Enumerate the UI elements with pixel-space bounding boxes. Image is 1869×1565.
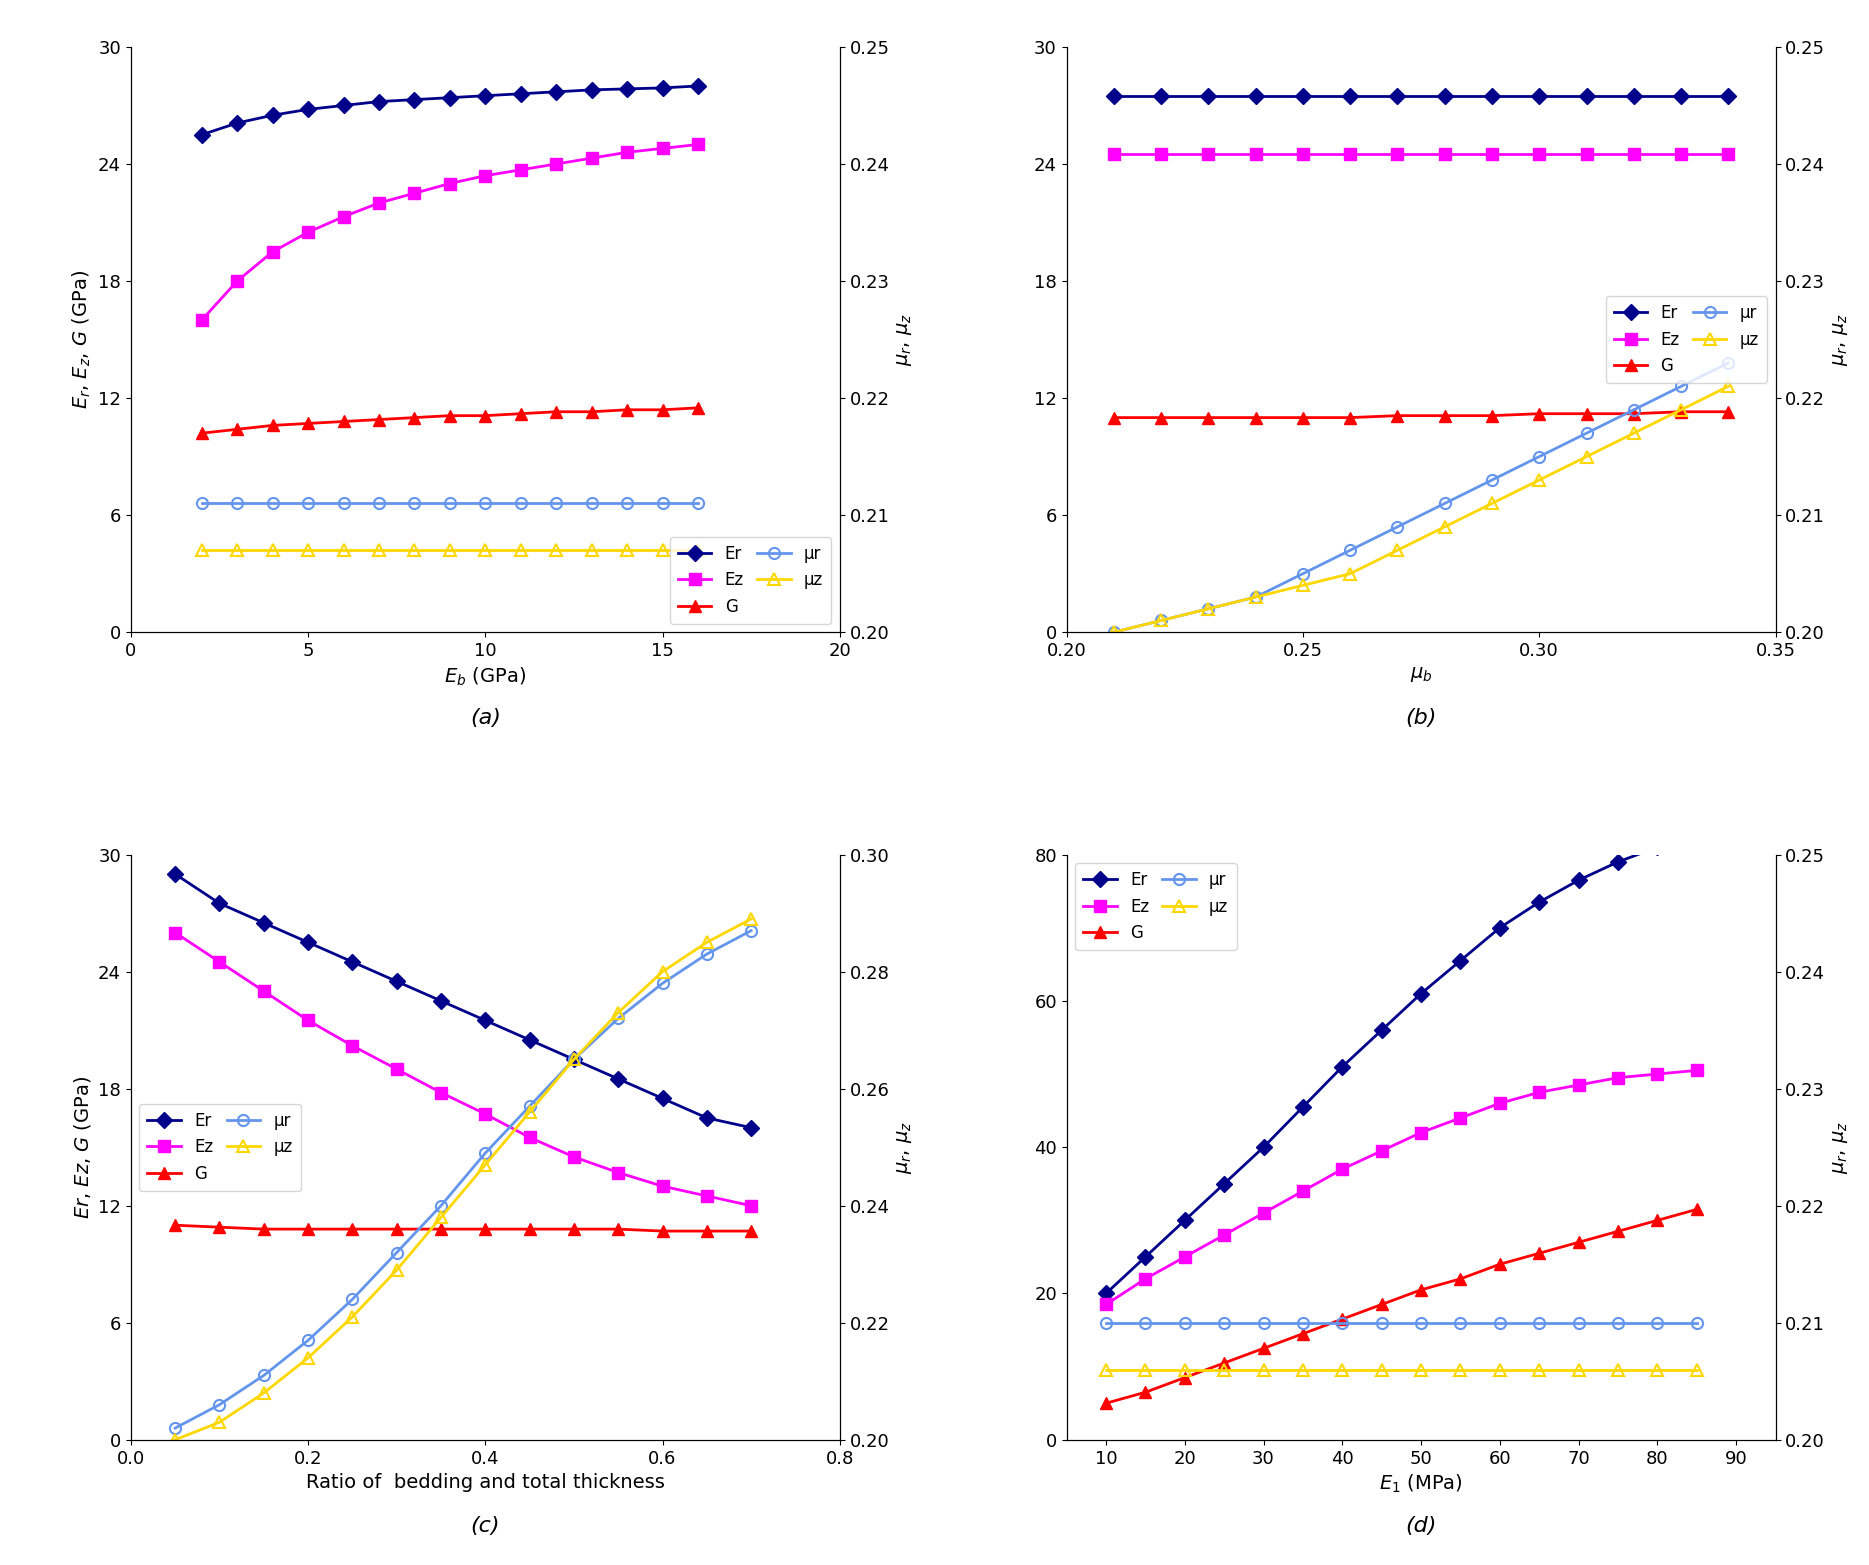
Y-axis label: $\mu_r$, $\mu_z$: $\mu_r$, $\mu_z$ — [1832, 313, 1850, 366]
Legend: Er, Ez, G, μr, μz: Er, Ez, G, μr, μz — [669, 537, 832, 624]
Text: (c): (c) — [471, 1516, 501, 1535]
X-axis label: Ratio of  bedding and total thickness: Ratio of bedding and total thickness — [307, 1473, 665, 1491]
X-axis label: $\mu_b$: $\mu_b$ — [1409, 665, 1432, 684]
Y-axis label: $Er$, $Ez$, $G$ (GPa): $Er$, $Ez$, $G$ (GPa) — [71, 1075, 93, 1219]
Y-axis label: $\mu_r$, $\mu_z$: $\mu_r$, $\mu_z$ — [895, 1121, 914, 1174]
Y-axis label: $E_r$, $E_z$, $G$ (GPa): $E_r$, $E_z$, $G$ (GPa) — [71, 271, 93, 408]
Text: (b): (b) — [1405, 709, 1437, 728]
X-axis label: $E_b$ (GPa): $E_b$ (GPa) — [445, 665, 527, 687]
Text: (a): (a) — [469, 709, 501, 728]
X-axis label: $E_1$ (MPa): $E_1$ (MPa) — [1379, 1473, 1463, 1496]
Legend: Er, Ez, G, μr, μz: Er, Ez, G, μr, μz — [138, 1103, 301, 1191]
Y-axis label: $\mu_r$, $\mu_z$: $\mu_r$, $\mu_z$ — [1832, 1121, 1850, 1174]
Text: (d): (d) — [1405, 1516, 1437, 1535]
Legend: Er, Ez, G, μr, μz: Er, Ez, G, μr, μz — [1075, 862, 1237, 950]
Legend: Er, Ez, G, μr, μz: Er, Ez, G, μr, μz — [1605, 296, 1768, 383]
Y-axis label: $\mu_r$, $\mu_z$: $\mu_r$, $\mu_z$ — [895, 313, 914, 366]
